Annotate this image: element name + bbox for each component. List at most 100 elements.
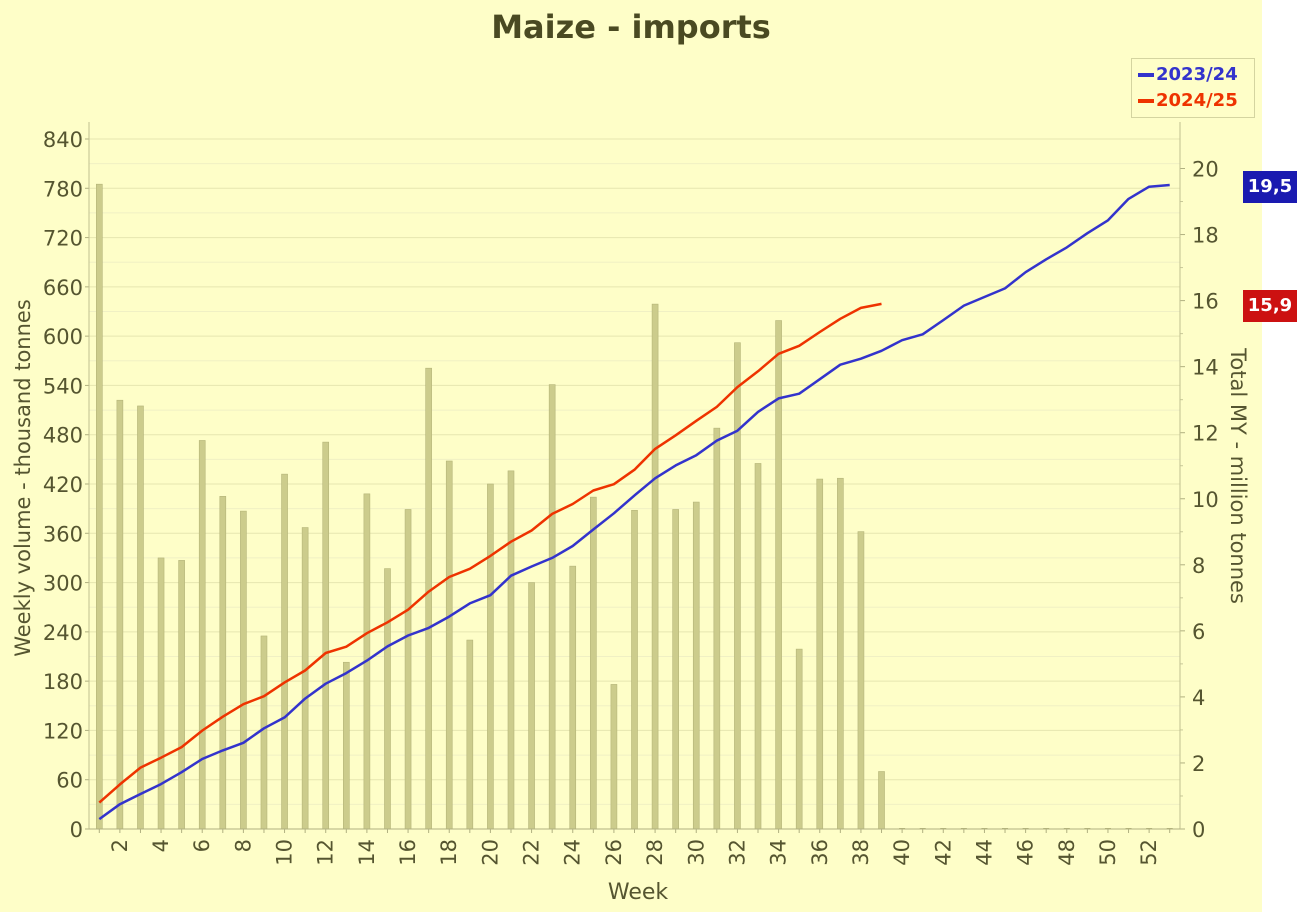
series-line-2023-24 — [98, 183, 1170, 821]
x-tick-label: 30 — [684, 839, 708, 866]
y-right-tick-label: 4 — [1192, 686, 1205, 710]
y-right-tick-label: 16 — [1192, 290, 1219, 314]
x-tick-label: 18 — [437, 839, 461, 866]
x-tick-label: 44 — [972, 839, 996, 866]
bar-week-12 — [322, 441, 330, 830]
bar-week-7 — [219, 496, 227, 830]
y-left-tick-label: 600 — [43, 325, 83, 349]
y-right-tick-label: 2 — [1192, 752, 1205, 776]
x-tick-label: 12 — [314, 839, 338, 866]
y-left-tick-label: 0 — [70, 818, 83, 842]
end-value-badge-2023-24: 19,5 — [1243, 171, 1297, 203]
y-right-tick-label: 20 — [1192, 158, 1219, 182]
y-axis-left-label: Weekly volume - thousand tonnes — [11, 299, 35, 657]
y-left-tick-label: 120 — [43, 719, 83, 743]
legend-entry-2024-25: 2024/25 — [1138, 90, 1238, 112]
x-tick-label: 14 — [355, 839, 379, 866]
x-tick-label: 40 — [890, 839, 914, 866]
x-axis-label: Week — [608, 880, 669, 905]
y-left-tick-label: 240 — [43, 621, 83, 645]
bar-week-8 — [240, 510, 247, 830]
x-tick-label: 32 — [725, 839, 749, 866]
bar-week-13 — [343, 661, 350, 830]
bar-week-10 — [281, 473, 288, 830]
x-tick-label: 22 — [520, 839, 544, 866]
x-tick-label: 16 — [396, 839, 420, 866]
x-tick-label: 42 — [931, 839, 955, 866]
bar-week-36 — [816, 478, 824, 830]
bar-week-21 — [507, 470, 515, 830]
chart-background: Maize - imports 0 60 120 180 240 300 360 420 480… — [0, 0, 1262, 912]
x-tick-label: 46 — [1014, 839, 1038, 866]
bar-week-33 — [754, 463, 762, 830]
y-left-tick-label: 780 — [43, 177, 83, 201]
end-value-badge-2024-25: 15,9 — [1243, 289, 1297, 322]
bar-week-19 — [466, 639, 474, 830]
bar-week-15 — [384, 568, 391, 830]
x-tick-label: 50 — [1096, 839, 1120, 866]
bar-week-38 — [857, 531, 865, 830]
y-right-tick-label: 12 — [1192, 422, 1219, 446]
bar-week-27 — [631, 509, 638, 830]
y-right-tick-label: 18 — [1192, 224, 1219, 248]
x-tick-label: 20 — [478, 839, 502, 866]
bar-week-11 — [301, 527, 309, 830]
bar-week-29 — [672, 509, 679, 830]
x-tick-label: 38 — [849, 839, 873, 866]
bar-week-23 — [548, 384, 556, 830]
y-left-tick-label: 840 — [43, 128, 83, 152]
bar-week-28 — [651, 303, 659, 830]
bar-week-22 — [528, 582, 535, 830]
x-tick-label: 8 — [231, 839, 255, 852]
y-left-tick-label: 360 — [43, 522, 83, 546]
x-tick-label: 6 — [190, 839, 214, 852]
y-right-tick-label: 14 — [1192, 356, 1219, 380]
bar-week-9 — [260, 635, 268, 830]
y-right-tick-label: 6 — [1192, 620, 1205, 644]
y-right-tick-label: 8 — [1192, 554, 1205, 578]
bar-week-20 — [487, 483, 494, 830]
bar-week-32 — [734, 342, 741, 830]
bar-week-30 — [692, 501, 700, 830]
bar-week-24 — [569, 565, 577, 830]
x-tick-label: 48 — [1055, 839, 1079, 866]
bar-week-18 — [445, 460, 453, 830]
x-tick-label: 36 — [808, 839, 832, 866]
x-tick-label: 24 — [561, 839, 585, 866]
x-tick-label: 2 — [108, 839, 132, 852]
bar-week-17 — [425, 367, 432, 830]
chart-title: Maize - imports — [491, 8, 771, 46]
legend-swatch-2023-24 — [1138, 73, 1154, 77]
bar-week-31 — [713, 427, 721, 830]
x-tick-label: 4 — [149, 839, 173, 852]
y-left-tick-label: 300 — [43, 572, 83, 596]
y-left-tick-label: 720 — [43, 227, 83, 251]
x-tick-label: 26 — [602, 839, 626, 866]
y-left-tick-label: 60 — [56, 769, 83, 793]
x-tick-label: 52 — [1137, 839, 1161, 866]
legend-entry-2023-24: 2023/24 — [1138, 64, 1238, 86]
y-left-tick-label: 660 — [43, 276, 83, 300]
y-axis-right-label: Total MY - million tonnes — [1226, 347, 1250, 604]
bar-week-25 — [590, 496, 597, 830]
bar-week-5 — [178, 560, 185, 830]
bar-week-16 — [404, 509, 412, 830]
legend-swatch-2024-25 — [1138, 99, 1154, 103]
x-tick-label: 34 — [767, 839, 791, 866]
bar-week-1 — [95, 183, 103, 830]
bar-week-2 — [116, 399, 124, 830]
x-tick-label: 28 — [643, 839, 667, 866]
y-left-tick-label: 180 — [43, 670, 83, 694]
y-right-tick-label: 0 — [1192, 818, 1205, 842]
y-right-tick-label: 10 — [1192, 488, 1219, 512]
x-tick-label: 10 — [273, 839, 297, 866]
bar-week-35 — [795, 648, 803, 830]
bar-week-6 — [198, 440, 206, 830]
bar-week-26 — [610, 684, 618, 830]
legend-label-2024-25: 2024/25 — [1156, 90, 1238, 111]
y-left-tick-label: 420 — [43, 473, 83, 497]
y-left-tick-label: 480 — [43, 424, 83, 448]
chart-plot: 0601201802403003604204805406006607207808… — [11, 122, 1250, 905]
legend-label-2023-24: 2023/24 — [1156, 64, 1238, 85]
chart-legend: 2023/24 2024/25 — [1131, 58, 1255, 118]
